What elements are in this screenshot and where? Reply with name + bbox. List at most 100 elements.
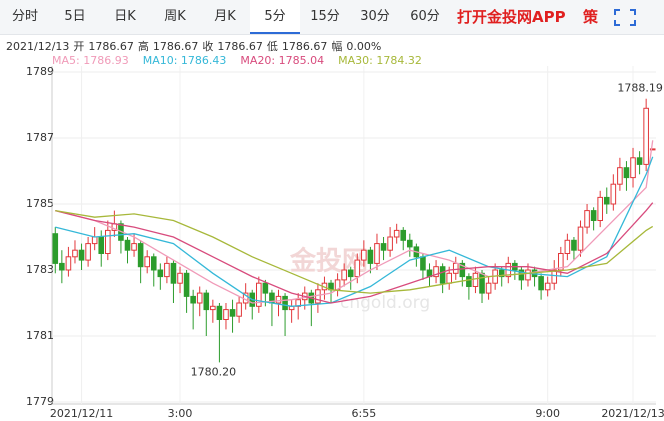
tab[interactable]: 分时 <box>11 9 38 24</box>
candle-body <box>498 269 505 278</box>
candle-body <box>643 107 649 165</box>
candle-body <box>630 157 636 179</box>
candle-body <box>551 269 558 284</box>
candle-body <box>407 239 413 248</box>
candle-body <box>52 233 59 264</box>
info-label: 收 <box>202 40 214 53</box>
candle-body <box>538 276 544 291</box>
tab[interactable]: 5日 <box>64 9 86 24</box>
candle-body <box>452 262 459 274</box>
ma-line <box>55 209 654 294</box>
tab[interactable]: 月K <box>214 9 236 24</box>
candle-body <box>157 269 164 278</box>
tab[interactable]: 5分 <box>250 0 300 34</box>
candle-body <box>617 167 623 185</box>
x-tick-label: 2021/12/13 <box>601 407 664 420</box>
candle-body <box>610 183 617 205</box>
candle-body <box>518 269 525 281</box>
candle-body <box>59 262 65 271</box>
candle-body <box>124 239 131 251</box>
extreme-label: 1780.20 <box>191 365 237 378</box>
candle-body <box>446 272 452 284</box>
candle-body <box>236 302 242 317</box>
candle-body <box>439 266 446 284</box>
tab[interactable]: 15分 <box>310 9 340 24</box>
watermark-url: cngold.org <box>340 293 430 313</box>
candle-body <box>203 292 210 311</box>
info-label: 开 <box>73 40 85 53</box>
info-label: 高 <box>137 40 149 53</box>
candle-body <box>433 266 439 278</box>
candle-body <box>347 269 354 278</box>
info-label: 低 <box>266 40 278 53</box>
candle-body <box>144 256 150 268</box>
candle-body <box>420 256 426 271</box>
candle-body <box>223 309 229 321</box>
candle-body <box>400 229 407 241</box>
candle-body <box>466 276 472 288</box>
candle-body <box>315 289 321 304</box>
candle-body <box>72 249 78 258</box>
strategy-icon[interactable]: 策 <box>583 8 599 26</box>
candle-body <box>98 236 105 254</box>
info-value: 1786.67 <box>217 40 263 53</box>
y-tick-label: 1789 <box>26 65 54 78</box>
tab[interactable]: 30分 <box>360 9 390 24</box>
candle-body <box>623 167 630 179</box>
tab[interactable]: 日K <box>114 9 136 24</box>
x-tick-label: 9:00 <box>535 407 560 420</box>
legend-entry: MA10: 1786.43 <box>142 54 227 67</box>
info-label: 幅 <box>331 40 343 53</box>
candle-body <box>164 262 170 278</box>
candle-body <box>603 196 610 205</box>
ma-line <box>55 202 654 304</box>
candle-body <box>387 236 393 251</box>
tab[interactable]: 60分 <box>410 9 440 24</box>
ma-line <box>55 156 654 307</box>
legend-entry: MA30: 1784.32 <box>338 54 422 67</box>
candle-body <box>577 226 584 251</box>
candle-body <box>367 249 374 264</box>
candle-body <box>590 210 597 222</box>
candle-body <box>150 256 157 271</box>
candle-body <box>584 210 590 228</box>
candle-body <box>216 305 223 320</box>
info-value: 1786.67 <box>88 40 134 53</box>
y-tick-label: 1783 <box>26 263 54 276</box>
candle-body <box>65 256 72 271</box>
candle-body <box>256 282 262 307</box>
legend-entry: MA20: 1785.04 <box>240 54 325 67</box>
y-tick-label: 1785 <box>26 197 54 210</box>
legend-entry: MA5: 1786.93 <box>52 54 129 67</box>
ma-line <box>55 140 654 304</box>
candle-body <box>137 243 144 268</box>
info-date: 2021/12/13 <box>6 40 70 53</box>
candle-body <box>459 262 466 278</box>
y-tick-label: 1787 <box>26 131 54 144</box>
x-tick-label: 6:55 <box>351 407 376 420</box>
candle-body <box>649 148 656 151</box>
info-line: 2021/12/13 开 1786.67 高 1786.67 收 1786.67 低 1786.… <box>6 38 385 54</box>
candle-body <box>183 272 190 297</box>
candle-body <box>544 282 551 291</box>
tab[interactable]: 周K <box>164 9 186 24</box>
candle-body <box>374 243 380 264</box>
candle-body <box>85 243 91 261</box>
candle-body <box>170 262 177 284</box>
candle-body <box>177 272 183 284</box>
candle-body <box>525 269 531 281</box>
extreme-label: 1788.19 <box>617 82 663 95</box>
candle-body <box>78 249 85 261</box>
candle-body <box>479 272 485 294</box>
candle-body <box>131 243 137 251</box>
candle-body <box>472 272 479 287</box>
app-link[interactable]: 打开金投网APP <box>457 8 566 26</box>
candle-body <box>275 295 282 304</box>
candle-body <box>564 239 571 255</box>
x-tick-label: 2021/12/11 <box>50 407 113 420</box>
candle-body <box>380 243 387 251</box>
candle-body <box>105 229 111 254</box>
candle-body <box>282 295 288 311</box>
